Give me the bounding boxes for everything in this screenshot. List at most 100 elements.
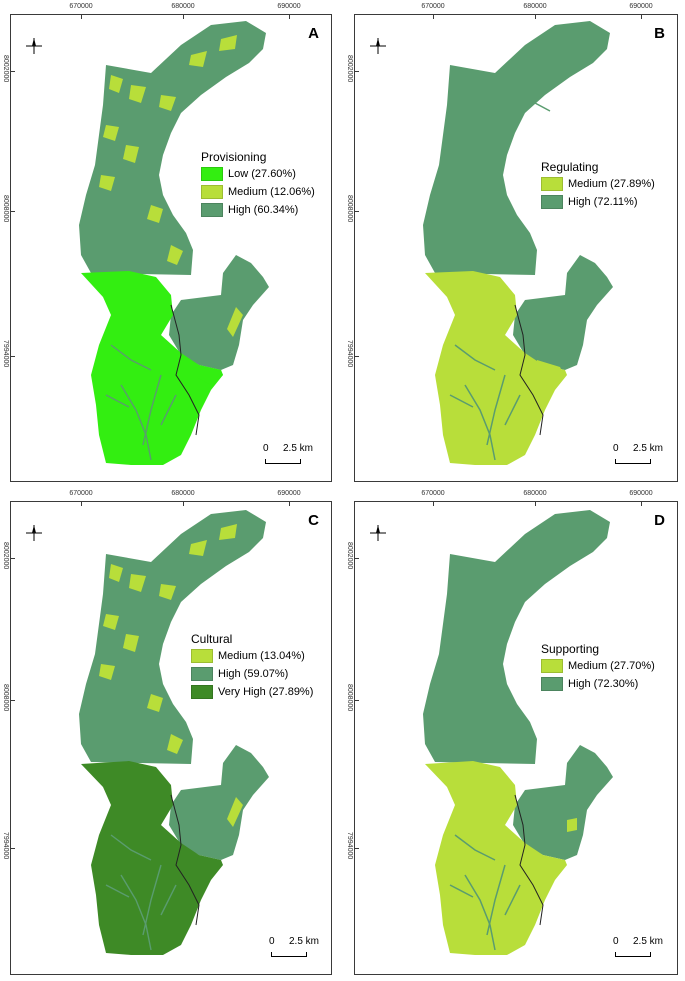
north-arrow-icon	[370, 38, 386, 54]
legend-item: High (59.07%)	[191, 667, 313, 681]
y-tick-label: 7994000	[2, 340, 9, 368]
x-tick-mark	[289, 15, 290, 19]
region-medium	[425, 271, 567, 465]
x-tick-label: 680000	[523, 490, 547, 497]
y-tick-mark	[11, 211, 15, 212]
legend: Supporting Medium (27.70%) High (72.30%)	[541, 642, 655, 695]
x-tick-mark	[535, 15, 536, 19]
x-tick-mark	[433, 15, 434, 19]
legend-item: High (60.34%)	[201, 203, 315, 217]
y-tick-label: 8002000	[2, 542, 9, 570]
region-high	[423, 21, 610, 275]
region-high	[79, 21, 266, 275]
legend-item-label: Very High (27.89%)	[218, 686, 314, 698]
region-medium	[425, 761, 567, 955]
y-tick-mark	[355, 211, 359, 212]
scale-zero: 0	[613, 443, 619, 454]
y-tick-mark	[11, 356, 15, 357]
legend-swatch-medium	[201, 185, 223, 199]
x-tick-label: 670000	[421, 490, 445, 497]
scale-label: 2.5 km	[289, 936, 320, 947]
y-tick-label: 8002000	[346, 542, 353, 570]
medium-patches	[99, 524, 243, 827]
legend-item-label: High (59.07%)	[218, 668, 289, 680]
legend-swatch-high	[541, 195, 563, 209]
y-tick-label: 8008000	[346, 195, 353, 223]
scale-label: 2.5 km	[633, 936, 664, 947]
y-tick-label: 8002000	[346, 55, 353, 83]
legend-item-label: High (72.30%)	[568, 678, 639, 690]
north-arrow-icon	[26, 525, 42, 541]
legend-item-label: Medium (27.70%)	[568, 660, 655, 672]
y-tick-mark	[355, 356, 359, 357]
legend-swatch-low	[201, 167, 223, 181]
legend-item-label: Medium (12.06%)	[228, 186, 315, 198]
legend-item: High (72.11%)	[541, 195, 655, 209]
legend-title: Provisioning	[201, 150, 267, 164]
x-tick-label: 670000	[69, 3, 93, 10]
sub-basin-boundary	[170, 304, 200, 436]
streams	[449, 102, 551, 461]
legend-item-label: Low (27.60%)	[228, 168, 296, 180]
streams	[449, 834, 521, 951]
streams	[105, 344, 177, 461]
scale-label: 2.5 km	[633, 443, 664, 454]
legend-swatch-very-high	[191, 685, 213, 699]
legend-item-label: High (72.11%)	[568, 196, 638, 208]
scale-bar	[615, 459, 651, 464]
region-high-east	[513, 745, 613, 860]
region-medium-patch	[567, 818, 577, 832]
x-tick-label: 680000	[171, 490, 195, 497]
legend-item: Medium (13.04%)	[191, 649, 313, 663]
sub-basin-boundary	[170, 794, 200, 926]
panel-letter: A	[308, 25, 319, 42]
sub-basin-boundary	[514, 304, 544, 436]
y-tick-label: 7994000	[346, 832, 353, 860]
scale-bar	[615, 952, 651, 957]
legend-swatch-medium	[191, 649, 213, 663]
region-high	[423, 510, 610, 764]
legend-item-label: Medium (13.04%)	[218, 650, 305, 662]
map-panel-c: 670000 680000 690000 8002000 8008000 799…	[2, 490, 332, 975]
x-tick-mark	[81, 502, 82, 506]
x-tick-label: 690000	[277, 490, 301, 497]
y-tick-mark	[11, 700, 15, 701]
scale-zero: 0	[613, 936, 619, 947]
x-tick-label: 670000	[421, 3, 445, 10]
y-tick-label: 8008000	[2, 684, 9, 712]
legend-item-label: Medium (27.89%)	[568, 178, 655, 190]
scale-zero: 0	[263, 443, 269, 454]
legend-item: Medium (12.06%)	[201, 185, 315, 199]
scale-bar	[265, 459, 301, 464]
x-tick-mark	[433, 502, 434, 506]
x-tick-label: 670000	[69, 490, 93, 497]
y-tick-mark	[355, 558, 359, 559]
scale-label: 2.5 km	[283, 443, 314, 454]
legend-item: Very High (27.89%)	[191, 685, 313, 699]
legend-item: Medium (27.70%)	[541, 659, 655, 673]
x-tick-label: 690000	[629, 490, 653, 497]
x-tick-label: 690000	[629, 3, 653, 10]
north-arrow-icon	[26, 38, 42, 54]
legend-swatch-high	[191, 667, 213, 681]
watershed-map	[79, 21, 269, 465]
y-tick-label: 7994000	[346, 340, 353, 368]
y-tick-mark	[355, 71, 359, 72]
panel-letter: B	[654, 25, 665, 42]
x-tick-mark	[289, 502, 290, 506]
region-low-east	[181, 355, 223, 385]
x-tick-mark	[183, 502, 184, 506]
region-high-east	[169, 745, 269, 860]
watershed-map	[423, 510, 613, 955]
region-high-east	[513, 255, 613, 370]
watershed-map	[79, 510, 269, 955]
north-arrow-icon	[370, 525, 386, 541]
panel-letter: C	[308, 512, 319, 529]
scale-bar	[271, 952, 307, 957]
y-tick-mark	[11, 71, 15, 72]
legend-item: Medium (27.89%)	[541, 177, 655, 191]
legend: Provisioning Low (27.60%) Medium (12.06%…	[201, 150, 315, 221]
x-tick-mark	[535, 502, 536, 506]
medium-patches	[99, 35, 243, 337]
map-panel-d: 670000 680000 690000 8002000 8008000 799…	[346, 490, 678, 975]
